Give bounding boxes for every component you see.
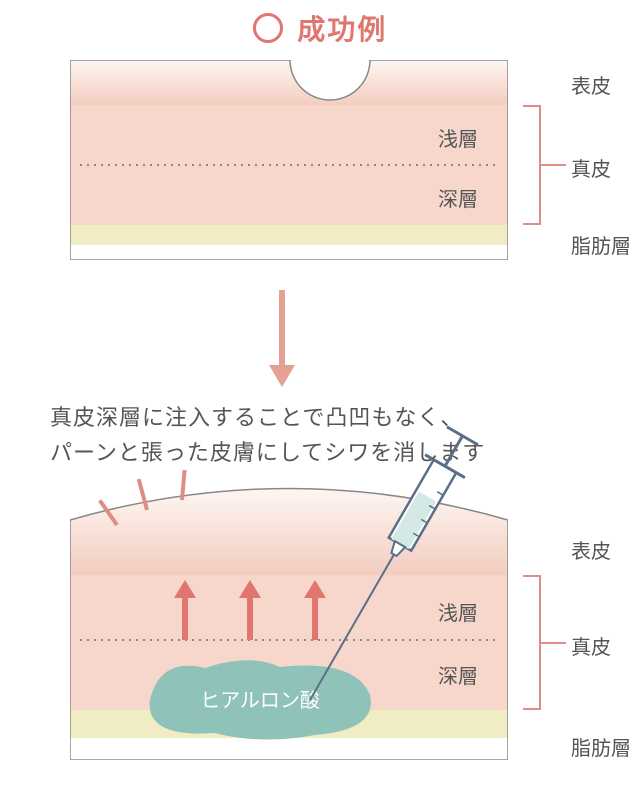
syringe-icon (0, 0, 640, 809)
